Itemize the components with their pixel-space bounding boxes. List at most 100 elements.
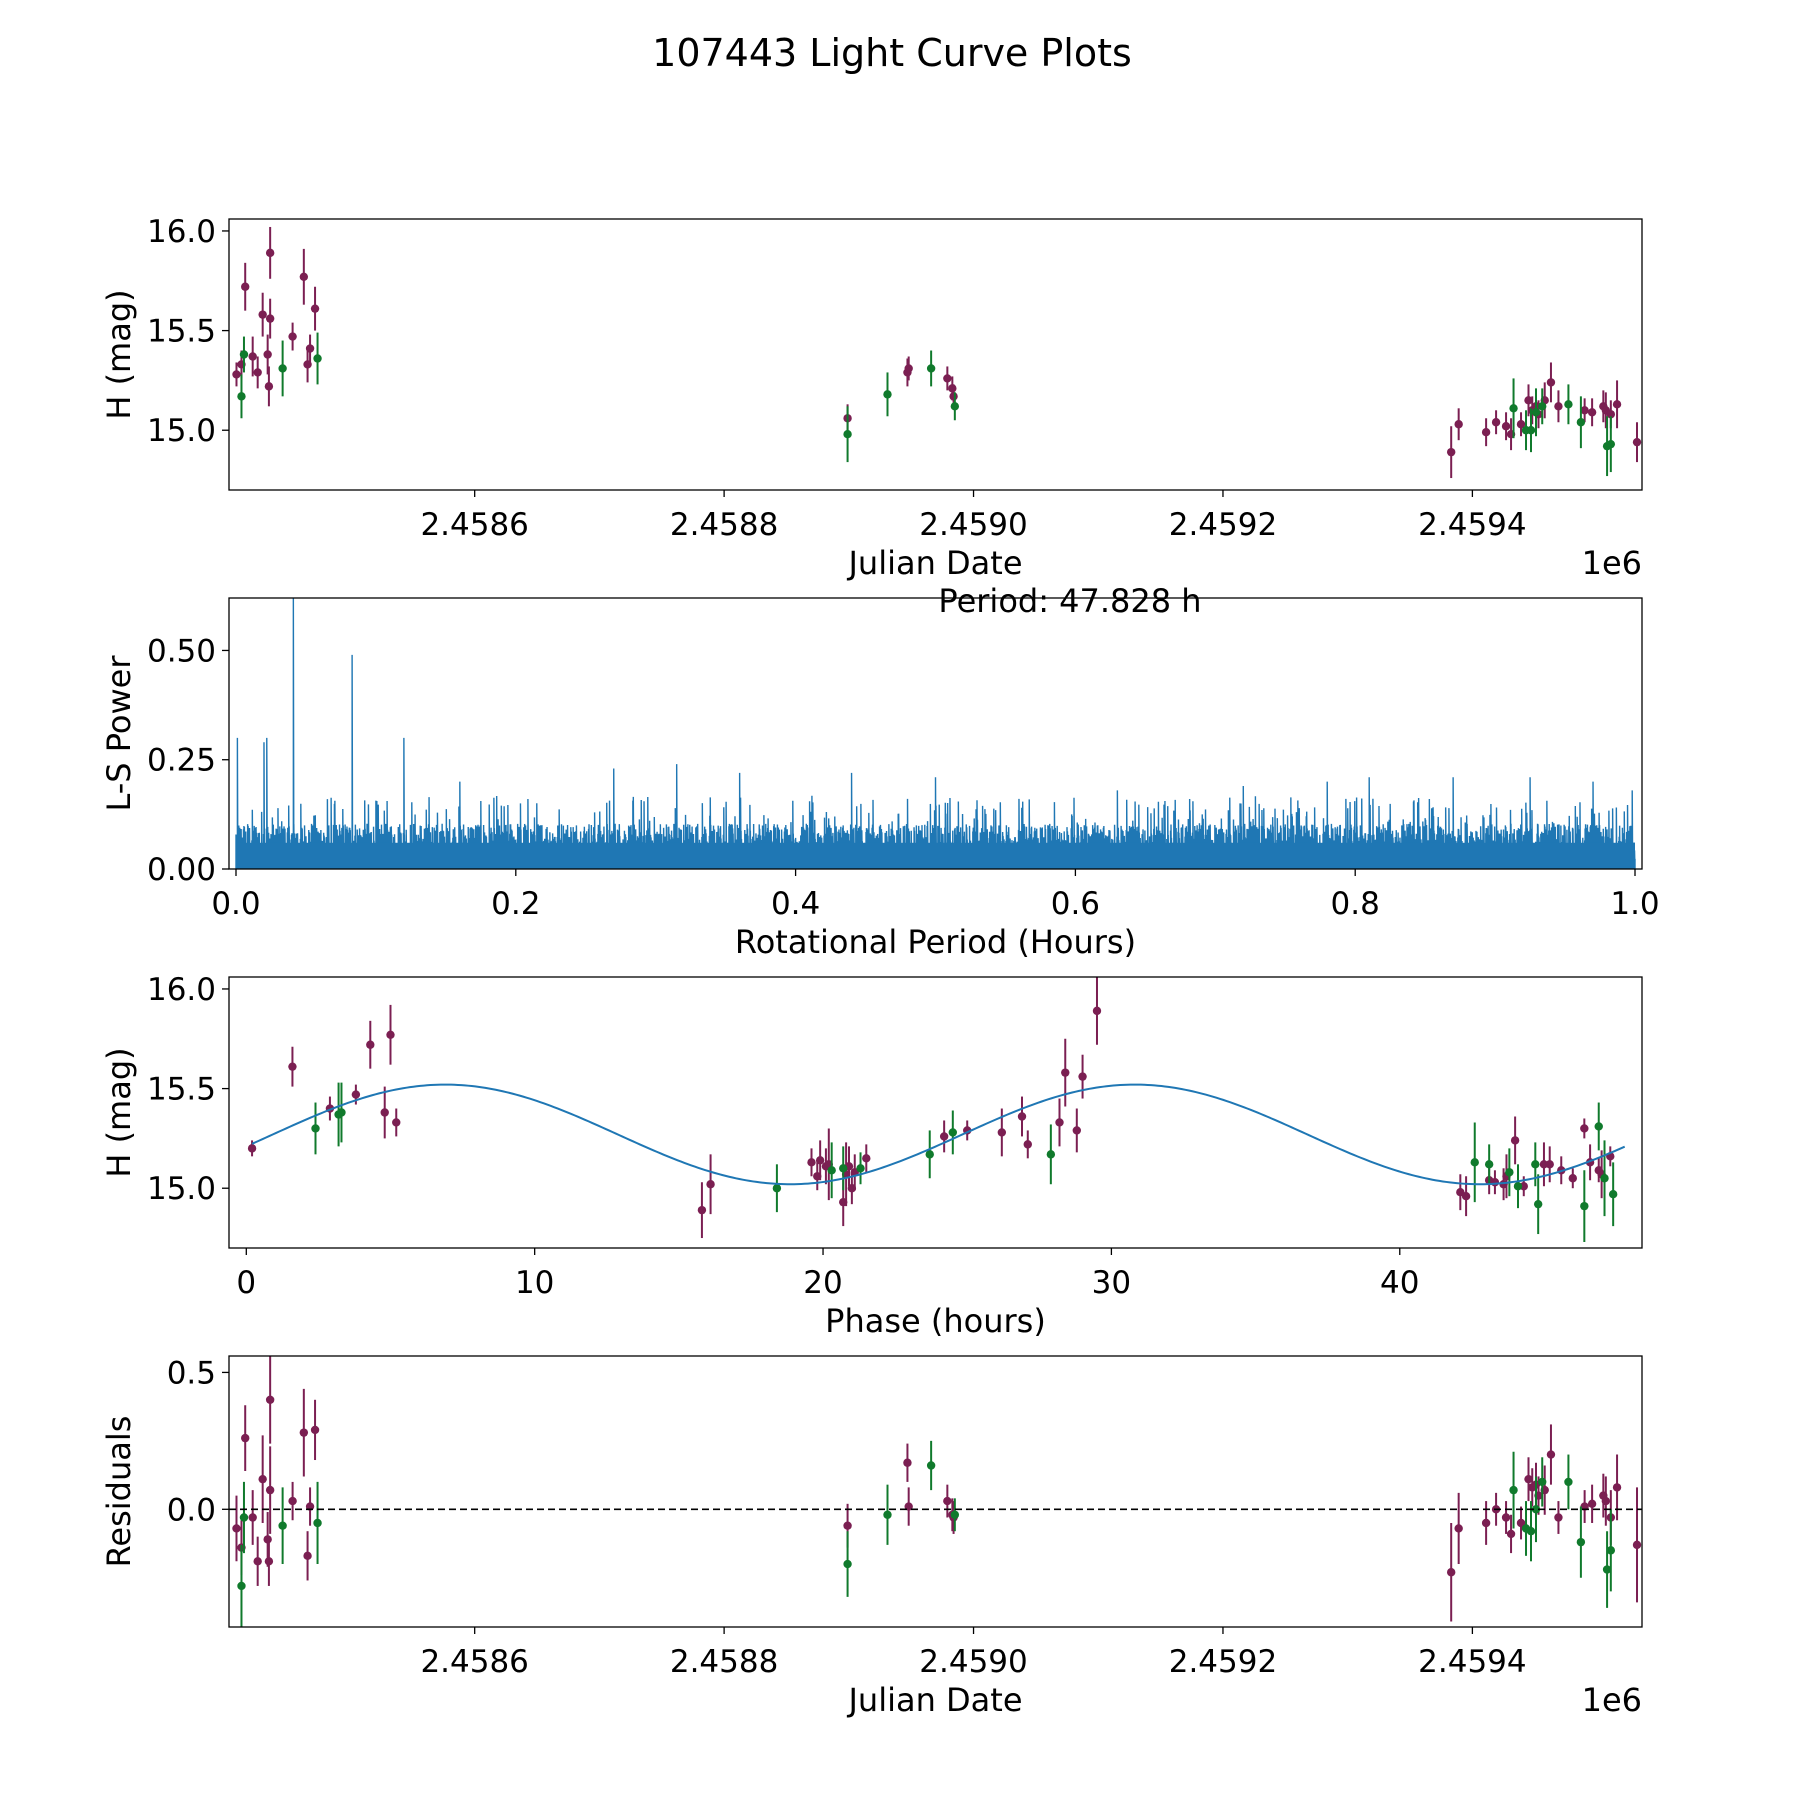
- data-point: [1564, 400, 1573, 409]
- x-tick-label: 1.0: [1610, 886, 1659, 922]
- data-point: [1545, 1160, 1554, 1169]
- x-tick-label: 0: [236, 1265, 256, 1301]
- x-tick-label: 20: [803, 1265, 842, 1301]
- data-point: [1505, 1168, 1514, 1177]
- data-point: [1017, 1112, 1027, 1121]
- data-point: [856, 1164, 865, 1173]
- data-point: [1539, 1160, 1549, 1169]
- series-band-a: [232, 1356, 1642, 1622]
- data-point: [1580, 1201, 1589, 1211]
- power-spectrum-floor: [235, 842, 1636, 869]
- data-point: [925, 1150, 934, 1159]
- data-point: [288, 1496, 297, 1506]
- data-point: [843, 1559, 852, 1569]
- data-point: [1554, 402, 1563, 411]
- data-point: [288, 332, 297, 341]
- data-point: [305, 344, 315, 353]
- y-tick-label: 0.5: [167, 1355, 216, 1391]
- data-point: [253, 368, 262, 377]
- data-point: [1461, 1191, 1471, 1201]
- data-point: [241, 1433, 250, 1443]
- axes-frame: [228, 1355, 1643, 1628]
- x-axis-label: Phase (hours): [825, 1302, 1046, 1340]
- data-point: [288, 1062, 297, 1071]
- data-point: [1606, 1546, 1616, 1555]
- data-point: [1491, 418, 1501, 427]
- data-point: [1481, 428, 1491, 437]
- data-point: [380, 1108, 389, 1117]
- data-point: [265, 314, 275, 323]
- data-point: [948, 1128, 958, 1137]
- x-tick-label: 2.4594: [1418, 1644, 1526, 1680]
- data-point: [950, 402, 960, 411]
- axes-frame: [228, 597, 1643, 870]
- data-point: [1501, 1513, 1511, 1522]
- data-point: [1510, 1136, 1520, 1145]
- x-tick-label: 0.0: [211, 886, 260, 922]
- data-point: [883, 390, 892, 399]
- data-point: [948, 384, 957, 393]
- power-spectrum-line: [235, 598, 1636, 869]
- data-point: [1046, 1150, 1056, 1159]
- data-point: [1608, 1189, 1618, 1199]
- x-tick-label: 40: [1380, 1265, 1419, 1301]
- data-point: [337, 1108, 346, 1117]
- data-point: [1554, 1513, 1563, 1522]
- data-point: [239, 350, 249, 359]
- y-axis-label: Residuals: [100, 1416, 138, 1568]
- y-tick-label: 0.50: [147, 633, 216, 669]
- data-point: [265, 248, 275, 258]
- data-point: [926, 364, 936, 373]
- y-tick-label: 0.00: [147, 852, 216, 888]
- data-point: [1531, 1160, 1540, 1169]
- data-point: [1484, 1160, 1494, 1169]
- x-axis-label: Rotational Period (Hours): [735, 923, 1136, 961]
- data-point: [1526, 426, 1536, 435]
- x-tick-label: 2.4594: [1418, 507, 1526, 543]
- axes-frame: [228, 976, 1643, 1249]
- data-point: [1568, 1174, 1577, 1183]
- data-point: [1576, 418, 1586, 427]
- data-point: [313, 354, 322, 363]
- x-axis-label: Julian Date: [846, 544, 1022, 582]
- data-point: [1600, 1174, 1609, 1183]
- data-point: [299, 1428, 309, 1437]
- x-tick-label: 30: [1092, 1265, 1131, 1301]
- data-point: [299, 272, 309, 281]
- plot-area: [235, 598, 1636, 869]
- data-point: [843, 430, 852, 439]
- data-point: [1526, 1526, 1536, 1536]
- data-point: [1531, 1505, 1541, 1514]
- x-tick-label: 2.4590: [919, 507, 1027, 543]
- data-point: [310, 304, 320, 313]
- data-point: [904, 364, 913, 373]
- data-point: [1501, 422, 1511, 431]
- data-point: [997, 1128, 1007, 1137]
- data-point: [1524, 1474, 1533, 1484]
- data-point: [258, 1474, 267, 1484]
- y-tick-label: 16.0: [147, 972, 216, 1008]
- data-point: [1538, 1477, 1547, 1487]
- panel-light-curve: 15.0 15.5 16.0 2.4586 2.4588 2.4590 2.4592 2.45…: [100, 214, 1643, 582]
- series-band-b: [311, 1082, 1618, 1243]
- data-point: [1509, 1485, 1518, 1495]
- data-point: [1055, 1118, 1064, 1127]
- plot-area: [247, 977, 1626, 1243]
- data-point: [1612, 1483, 1622, 1492]
- data-point: [862, 1154, 871, 1163]
- figure-title: 107443 Light Curve Plots: [652, 31, 1132, 75]
- data-point: [1606, 410, 1616, 419]
- y-tick-label: 16.0: [147, 214, 216, 250]
- data-point: [258, 310, 267, 319]
- data-point: [253, 1557, 262, 1566]
- x-tick-label: 10: [515, 1265, 554, 1301]
- data-point: [1446, 1568, 1456, 1577]
- model-fit-curve: [251, 1083, 1626, 1186]
- x-tick-label: 2.4588: [670, 1644, 778, 1680]
- data-point: [1516, 1518, 1526, 1528]
- series-band-b: [237, 332, 1616, 477]
- data-point: [1516, 420, 1526, 429]
- data-point: [278, 364, 287, 373]
- data-point: [386, 1030, 395, 1039]
